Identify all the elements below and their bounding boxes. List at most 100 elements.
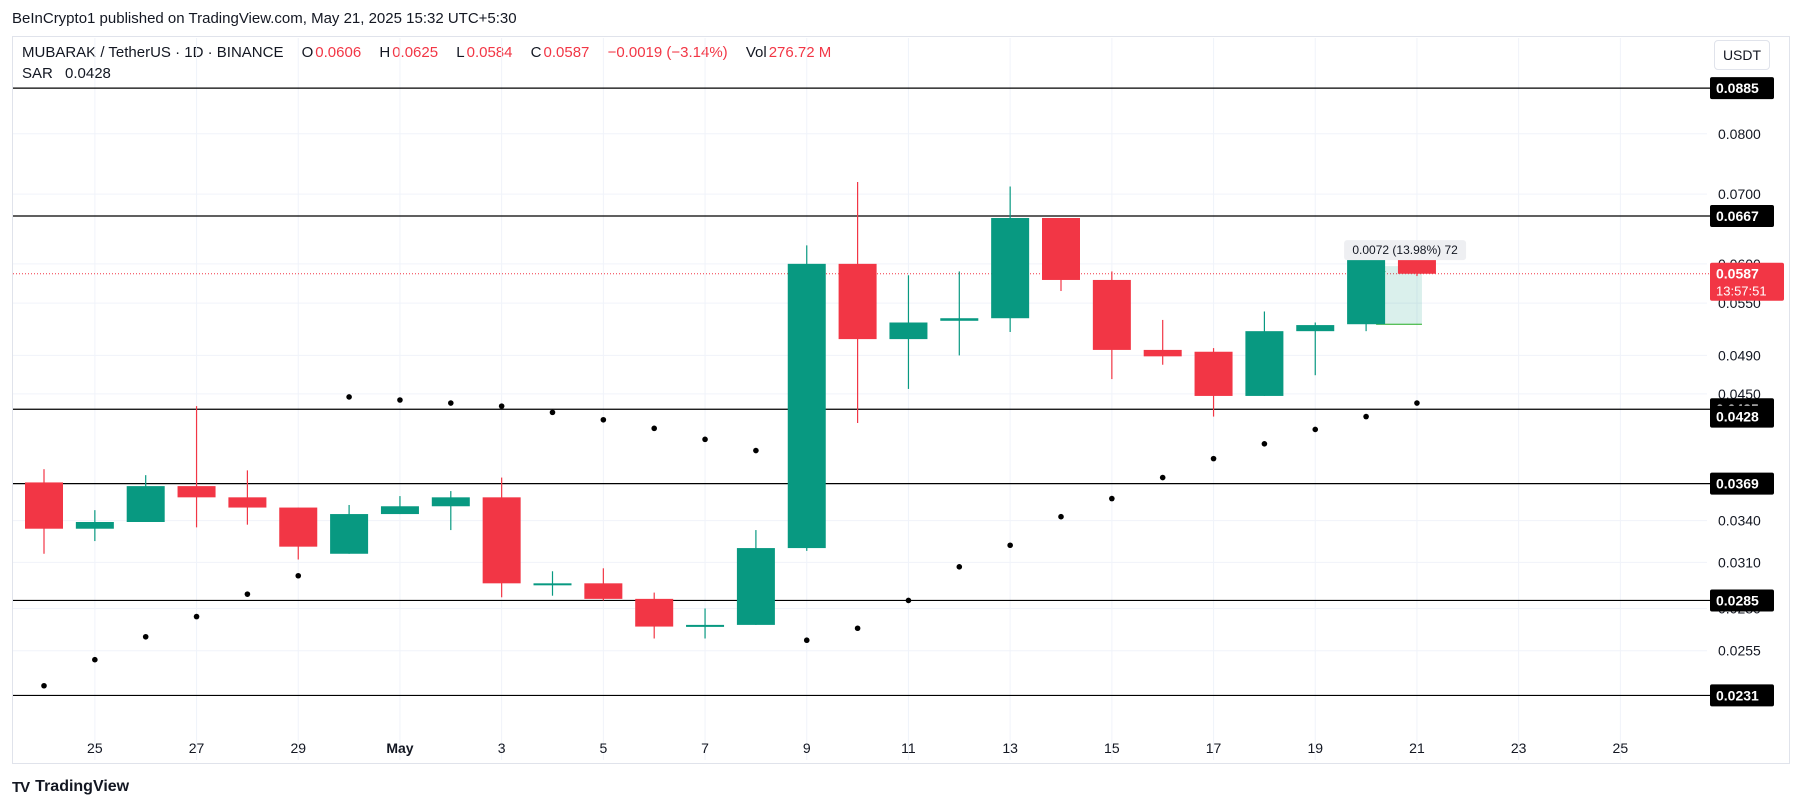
y-tick-label: 0.0340 xyxy=(1718,513,1761,529)
x-tick-label: 9 xyxy=(803,740,811,756)
candle-body xyxy=(177,486,216,498)
x-tick-label: 27 xyxy=(189,740,205,756)
candle-body xyxy=(1143,349,1182,357)
candle-body xyxy=(126,486,165,522)
high-value: 0.0625 xyxy=(392,44,439,61)
candle-body xyxy=(1092,279,1131,350)
sar-dot xyxy=(854,625,861,632)
level-badge-label: 0.0369 xyxy=(1716,476,1759,492)
sar-dot xyxy=(753,447,759,454)
sar-dot xyxy=(600,416,607,423)
x-tick-label: 3 xyxy=(498,740,506,756)
open-value: 0.0606 xyxy=(315,44,362,61)
candle-body xyxy=(889,322,928,340)
published-caption: BeInCrypto1 published on TradingView.com… xyxy=(12,10,517,27)
last-price-badge xyxy=(1710,262,1784,301)
candle-body xyxy=(1245,331,1284,396)
level-badge-label: 0.0231 xyxy=(1716,687,1759,703)
candle-body xyxy=(736,548,775,625)
level-badge-label: 0.0667 xyxy=(1716,208,1759,224)
change-value: −0.0019 (−3.14%) xyxy=(607,44,728,61)
candle-body xyxy=(228,497,267,508)
sar-dot xyxy=(905,597,912,604)
tradingview-logo-icon: TV xyxy=(12,778,30,796)
sar-dot xyxy=(1210,455,1217,462)
y-tick-label: 0.0490 xyxy=(1718,347,1761,363)
sar-dot xyxy=(1312,426,1319,433)
x-tick-label: 15 xyxy=(1104,740,1120,756)
candle-body xyxy=(25,482,63,529)
x-tick-label: 23 xyxy=(1511,740,1527,756)
y-tick-label: 0.0310 xyxy=(1718,554,1761,570)
x-tick-label: 19 xyxy=(1307,740,1323,756)
volume-value: 276.72 M xyxy=(768,44,832,61)
measure-label-bg xyxy=(1344,240,1467,261)
chart-frame[interactable] xyxy=(12,36,1790,764)
candle-body xyxy=(330,514,369,554)
sar-dot xyxy=(803,637,810,644)
candle-body xyxy=(1296,325,1335,332)
sar-dot xyxy=(651,425,657,432)
currency-button[interactable]: USDT xyxy=(1714,40,1770,70)
last-price-label: 0.0587 xyxy=(1716,266,1759,282)
sar-dot xyxy=(1261,440,1268,447)
sar-badge xyxy=(1710,405,1774,428)
candle-body xyxy=(482,497,521,584)
sar-dot xyxy=(346,394,352,400)
sar-dot xyxy=(1058,513,1064,520)
level-badge xyxy=(1710,204,1774,227)
candle-body xyxy=(380,506,419,515)
candle-body xyxy=(279,507,318,547)
low-label: L xyxy=(456,44,465,61)
candle-body xyxy=(1194,351,1233,396)
x-tick-label: May xyxy=(386,740,413,756)
candle-body xyxy=(1347,259,1386,325)
sar-badge-label: 0.0428 xyxy=(1716,409,1759,425)
measure-label: 0.0072 (13.98%) 72 xyxy=(1352,243,1458,257)
x-tick-label: 13 xyxy=(1002,740,1018,756)
x-tick-label: 11 xyxy=(901,740,916,756)
sar-dot xyxy=(702,436,708,443)
candle-body xyxy=(635,598,674,627)
symbol-legend: MUBARAK / TetherUS · 1D · BINANCE O 0.060… xyxy=(22,44,833,61)
level-badge xyxy=(1710,684,1774,707)
sar-dot xyxy=(1159,474,1166,481)
sar-dot xyxy=(244,591,251,597)
y-tick-label: 0.0450 xyxy=(1718,386,1761,402)
y-tick-label: 0.0255 xyxy=(1718,643,1761,659)
sar-legend[interactable]: SAR 0.0428 xyxy=(22,65,111,82)
candle-body xyxy=(787,263,826,549)
countdown-label: 13:57:51 xyxy=(1716,284,1767,299)
y-tick-label: 0.0700 xyxy=(1718,186,1761,202)
sar-dot xyxy=(92,656,98,663)
candle-body xyxy=(940,318,979,321)
sar-dot xyxy=(1414,400,1420,406)
high-label: H xyxy=(379,44,391,61)
sar-dot xyxy=(193,613,200,620)
candle-body xyxy=(533,583,572,586)
open-label: O xyxy=(301,44,314,61)
sar-dot xyxy=(1363,413,1369,420)
level-badge xyxy=(1710,589,1774,612)
level-badge xyxy=(1710,77,1774,100)
sar-dot xyxy=(498,403,505,409)
x-tick-label: 25 xyxy=(1613,740,1629,756)
sar-dot xyxy=(448,400,454,406)
sar-dot xyxy=(397,397,403,403)
tradingview-footer[interactable]: TV TradingView xyxy=(12,778,129,796)
candle-body xyxy=(838,263,877,340)
level-badge-label: 0.0285 xyxy=(1716,592,1759,608)
x-tick-label: 25 xyxy=(87,740,103,756)
candle-body xyxy=(584,583,623,599)
candle-body xyxy=(1397,259,1436,274)
low-value: 0.0584 xyxy=(466,44,513,61)
candle-body xyxy=(1042,218,1080,280)
sar-dot xyxy=(1007,542,1013,549)
close-label: C xyxy=(530,44,542,61)
y-tick-label: 0.0800 xyxy=(1718,126,1761,142)
volume-label: Vol xyxy=(745,44,767,61)
sar-dot xyxy=(295,572,302,579)
sar-dot xyxy=(549,409,556,416)
symbol-name[interactable]: MUBARAK / TetherUS · 1D · BINANCE xyxy=(22,44,284,61)
x-tick-label: 29 xyxy=(290,740,306,756)
